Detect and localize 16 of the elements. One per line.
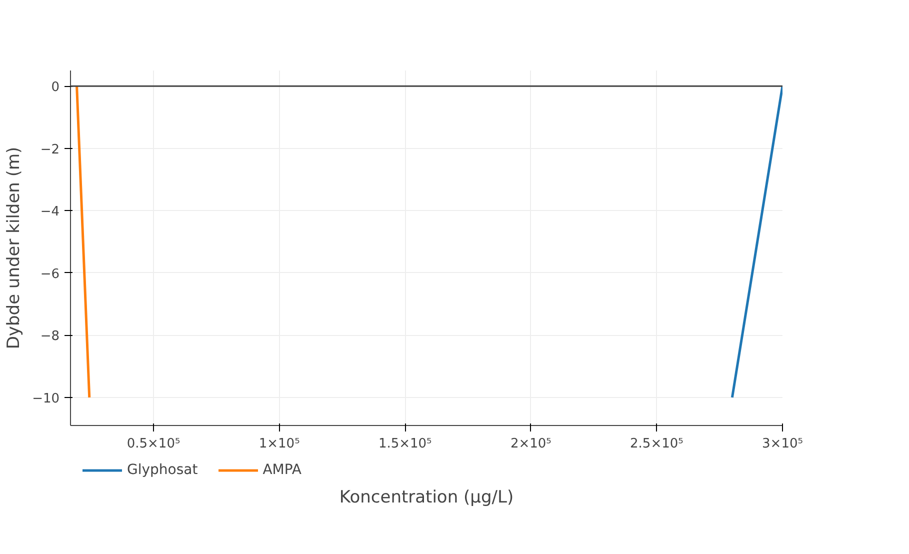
y-tick-label: −6 (40, 266, 60, 282)
y-tick-label: −2 (40, 142, 60, 158)
x-tick-label: 1.5×10⁵ (378, 436, 432, 452)
x-tick-label: 2×10⁵ (510, 436, 552, 452)
y-tick-label: −4 (40, 204, 60, 220)
x-tick-label: 1×10⁵ (258, 436, 300, 452)
x-tick-label: 0.5×10⁵ (126, 436, 180, 452)
y-axis-title: Dybde under kilden (m) (4, 146, 24, 350)
x-tick-label: 2.5×10⁵ (630, 436, 684, 452)
legend-label: AMPA (262, 462, 302, 478)
x-tick-label: 3×10⁵ (762, 436, 803, 452)
x-axis-title: Koncentration (µg/L) (339, 488, 514, 508)
legend-label: Glyphosat (127, 462, 198, 478)
y-tick-label: −10 (32, 391, 60, 406)
y-tick-label: −8 (40, 329, 60, 344)
y-tick-label: 0 (51, 80, 60, 96)
